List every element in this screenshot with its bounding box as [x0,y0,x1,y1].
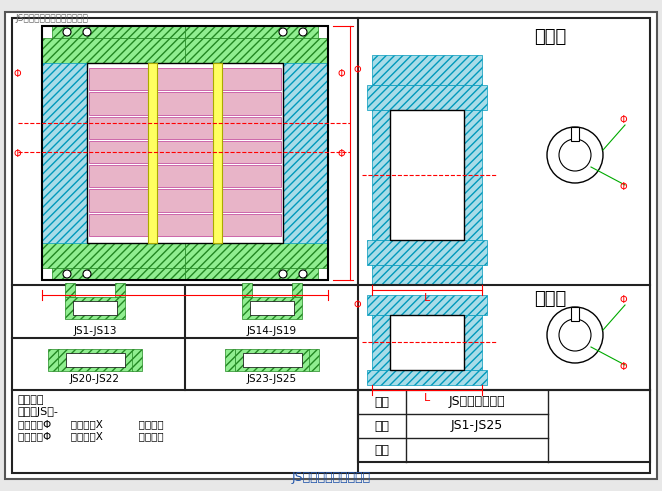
Bar [89,165,281,188]
Bar [65,297,125,319]
Bar [73,301,117,315]
Bar [367,85,487,110]
Bar [250,301,294,315]
Text: Φ: Φ [354,300,361,310]
Text: Φ: Φ [14,149,22,159]
Text: JS20-JS22: JS20-JS22 [70,374,120,384]
Bar [89,214,281,236]
Bar [464,315,482,370]
Text: Φ: Φ [14,69,22,79]
Text: 适用: 适用 [375,419,389,433]
Bar [42,63,87,243]
Bar [185,26,318,38]
Text: Φ: Φ [354,65,361,75]
Bar [132,349,142,371]
Text: L: L [424,393,430,403]
Circle shape [547,307,603,363]
Circle shape [559,139,591,171]
Bar [48,349,58,371]
Circle shape [547,127,603,183]
Text: 文字标注: 文字标注 [18,395,44,405]
Bar [372,55,482,85]
Bar [213,63,222,243]
Circle shape [559,319,591,351]
Bar [148,63,157,243]
Bar [372,265,482,285]
Bar [89,68,281,90]
Circle shape [299,270,307,278]
Circle shape [83,28,91,36]
Bar [66,353,125,367]
Bar [367,295,487,315]
Bar [89,141,281,163]
Circle shape [83,270,91,278]
Bar [372,110,390,240]
Bar [367,240,487,265]
Text: 从动端：Φ      （孔径）X           （孔长）: 从动端：Φ （孔径）X （孔长） [18,431,164,441]
Bar [283,63,328,243]
Bar [89,190,281,212]
Bar [292,283,302,297]
Text: 名称: 名称 [375,395,389,409]
Text: Φ: Φ [620,115,628,125]
Bar [367,370,487,385]
Text: 主动端: 主动端 [534,28,566,46]
Text: 网址: 网址 [375,443,389,457]
Text: Φ: Φ [338,149,346,159]
Bar [87,63,283,243]
Bar [390,315,464,370]
Bar [242,283,252,297]
Circle shape [279,270,287,278]
Text: JS23-JS25: JS23-JS25 [247,374,297,384]
Text: L: L [424,293,430,303]
Text: Φ: Φ [620,182,628,192]
Bar [42,26,328,280]
Bar [390,110,464,240]
Bar [225,349,235,371]
Bar [185,38,328,268]
Circle shape [63,28,71,36]
Bar [571,127,579,141]
Text: 型号：JS型-: 型号：JS型- [18,407,59,417]
Bar [89,92,281,114]
Bar [58,349,133,371]
Bar [464,110,482,240]
Circle shape [279,28,287,36]
Text: Φ: Φ [620,295,628,305]
Bar [185,268,318,280]
Bar [89,116,281,139]
Bar [52,268,185,280]
Bar [52,26,185,38]
Circle shape [63,270,71,278]
Bar [115,283,125,297]
Bar [65,283,75,297]
Bar [243,353,302,367]
Text: Φ: Φ [620,362,628,372]
Text: 主动端：Φ      （孔径）X           （孔长）: 主动端：Φ （孔径）X （孔长） [18,419,164,429]
Text: JS型蛇簧联轴器: JS型蛇簧联轴器 [449,395,505,409]
Bar [358,390,650,462]
Bar [242,297,302,319]
Text: JS蛇形弹簧联轴器外选图纸：: JS蛇形弹簧联轴器外选图纸： [15,14,88,23]
Text: 从动端: 从动端 [534,290,566,308]
Bar [235,349,310,371]
Bar [42,38,185,268]
Bar [309,349,319,371]
Circle shape [299,28,307,36]
Text: JS蛇簧联轴器尺寸图纸: JS蛇簧联轴器尺寸图纸 [291,470,371,484]
Bar [372,315,390,370]
Text: JS14-JS19: JS14-JS19 [247,326,297,336]
Text: Φ: Φ [338,69,346,79]
Bar [571,307,579,321]
Text: JS1-JS13: JS1-JS13 [73,326,117,336]
Text: JS1-JS25: JS1-JS25 [451,419,503,433]
